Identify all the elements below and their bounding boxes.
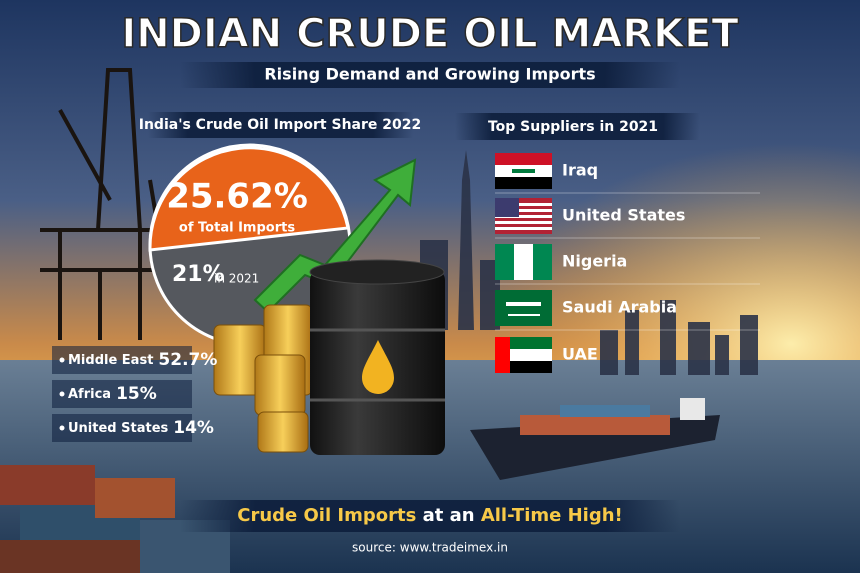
- coins: [213, 304, 313, 453]
- flags: [495, 153, 552, 373]
- supplier-name: United States: [562, 206, 685, 225]
- share-heading-band: [148, 112, 413, 138]
- footer-headline: Crude Oil Imports at an All-Time High!: [237, 505, 623, 526]
- oil-barrel: [309, 259, 445, 455]
- supplier-name: Nigeria: [562, 252, 627, 271]
- supplier-list: Iraq United States Nigeria Saudi Arabia UAE: [495, 161, 760, 364]
- oil-rig: [40, 68, 170, 340]
- flag-saudi: [495, 290, 552, 326]
- flag-iraq: [495, 153, 552, 189]
- region-band: [52, 414, 192, 442]
- share-2022: 25.62%: [166, 177, 308, 217]
- subtitle: Rising Demand and Growing Imports: [264, 65, 595, 84]
- region-item: Africa 15%: [68, 384, 157, 404]
- region-list: Middle East 52.7% Africa 15% United States 14…: [52, 346, 217, 442]
- region-band: [52, 380, 192, 408]
- supplier-name: Iraq: [562, 161, 598, 180]
- share-heading: India's Crude Oil Import Share 2022: [139, 117, 422, 133]
- flag-nigeria: [495, 244, 552, 280]
- region-item: Middle East 52.7%: [68, 350, 217, 370]
- supplier-name: Saudi Arabia: [562, 298, 677, 317]
- flag-uae: [495, 337, 552, 373]
- growth-arrow: [253, 158, 417, 314]
- headline-part: Crude Oil Imports: [237, 505, 416, 526]
- share-2021: 21%: [172, 262, 225, 287]
- suppliers-heading: Top Suppliers in 2021: [488, 119, 658, 135]
- share-2021-caption: in 2021: [214, 272, 259, 286]
- bullet: [59, 391, 65, 397]
- suppliers-heading-band: [455, 113, 700, 140]
- subtitle-band: [180, 62, 680, 88]
- bullet: [59, 425, 65, 431]
- import-share-circle: [148, 143, 352, 347]
- region-value: 15%: [116, 384, 157, 404]
- flag-usa: [495, 198, 552, 234]
- share-2022-caption: of Total Imports: [179, 221, 295, 236]
- region-value: 14%: [173, 418, 214, 438]
- ship: [470, 398, 720, 480]
- region-item: United States 14%: [68, 418, 214, 438]
- region-value: 52.7%: [158, 350, 217, 370]
- title: INDIAN CRUDE OIL MARKET: [121, 11, 739, 57]
- region-label: United States: [68, 421, 169, 436]
- bullet: [59, 357, 65, 363]
- region-band: [52, 346, 192, 374]
- footer-band: [180, 500, 680, 532]
- headline-part: All-Time High!: [481, 505, 623, 526]
- headline-part: at an: [416, 505, 481, 526]
- supplier-name: UAE: [562, 345, 598, 364]
- region-label: Africa: [68, 387, 111, 402]
- region-label: Middle East: [68, 353, 153, 368]
- source: source: www.tradeimex.in: [352, 541, 508, 555]
